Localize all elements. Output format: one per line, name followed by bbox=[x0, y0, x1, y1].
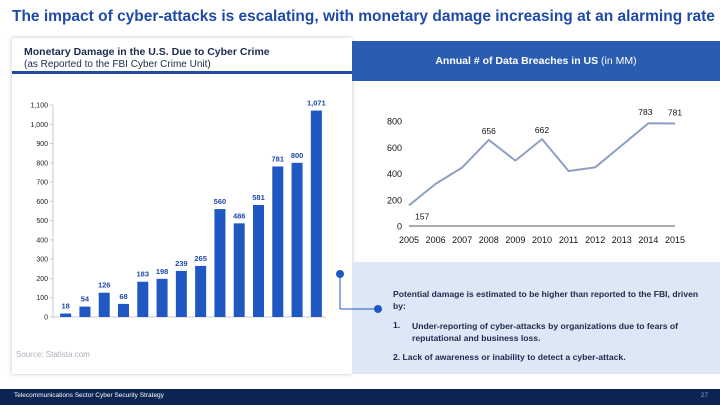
connector-dot-top bbox=[336, 270, 344, 278]
bar bbox=[253, 205, 264, 317]
line-y-tick-label: 0 bbox=[397, 222, 402, 232]
bar-data-label: 18 bbox=[61, 302, 69, 311]
slide-title: The impact of cyber-attacks is escalatin… bbox=[12, 8, 715, 25]
bar bbox=[175, 270, 187, 317]
line-y-tick-label: 200 bbox=[387, 195, 402, 205]
bar bbox=[272, 166, 284, 317]
bar-data-label: 183 bbox=[137, 270, 150, 279]
bar-y-tick-label: 100 bbox=[36, 295, 48, 302]
line-x-tick-label: 2015 bbox=[665, 235, 685, 245]
line-x-tick-label: 2006 bbox=[426, 235, 446, 245]
bar bbox=[98, 292, 110, 317]
bar-y-tick-label: 1,100 bbox=[30, 103, 48, 110]
bar-chart-title: Monetary Damage in the U.S. Due to Cyber… bbox=[24, 46, 270, 58]
source-note: Source: Statista.com bbox=[16, 350, 90, 359]
line-point-label: 781 bbox=[668, 107, 682, 117]
bar bbox=[60, 313, 72, 317]
line-x-tick-label: 2013 bbox=[612, 235, 632, 245]
bar bbox=[156, 278, 168, 317]
bar bbox=[291, 162, 303, 317]
bar-data-label: 800 bbox=[291, 151, 304, 160]
bar bbox=[214, 209, 226, 317]
line-y-tick-label: 400 bbox=[387, 169, 402, 179]
line-x-tick-label: 2008 bbox=[479, 235, 499, 245]
bar-y-tick-label: 500 bbox=[36, 218, 48, 225]
bar bbox=[233, 223, 245, 317]
bar-data-label: 198 bbox=[156, 267, 169, 276]
bar-data-label: 781 bbox=[272, 154, 285, 163]
bar-y-tick-label: 600 bbox=[36, 199, 48, 206]
note-box bbox=[352, 262, 720, 374]
bar-data-label: 486 bbox=[233, 211, 246, 220]
bar-y-tick-label: 800 bbox=[36, 160, 48, 167]
bar-data-label: 239 bbox=[175, 259, 188, 268]
line-x-tick-label: 2014 bbox=[638, 235, 658, 245]
line-x-tick-label: 2007 bbox=[452, 235, 472, 245]
line-x-tick-label: 2011 bbox=[559, 235, 578, 245]
line-y-tick-label: 600 bbox=[387, 143, 402, 153]
line-chart-title: Annual # of Data Breaches in US (in MM) bbox=[352, 55, 720, 67]
bar-data-label: 581 bbox=[252, 193, 265, 202]
note-point-1: Under-reporting of cyber-attacks by orga… bbox=[412, 321, 678, 343]
monetary-damage-header: Monetary Damage in the U.S. Due to Cyber… bbox=[12, 38, 352, 74]
line-x-tick-label: 2009 bbox=[505, 235, 525, 245]
line-x-tick-label: 2005 bbox=[399, 235, 419, 245]
bar-y-tick-label: 0 bbox=[44, 315, 48, 322]
bar-chart-subtitle: (as Reported to the FBI Cyber Crime Unit… bbox=[24, 59, 211, 70]
bar-y-tick-label: 200 bbox=[36, 276, 48, 283]
bar bbox=[310, 110, 322, 318]
connector-dot-end bbox=[374, 305, 382, 313]
note-point-1-number: 1. bbox=[393, 320, 401, 330]
bar bbox=[79, 306, 91, 317]
bar-y-tick-label: 700 bbox=[36, 180, 48, 187]
bar bbox=[195, 265, 207, 317]
footer-bar: Telecommunications Sector Cyber Security… bbox=[0, 389, 720, 405]
line-point-label: 783 bbox=[638, 107, 652, 117]
bar-y-tick-label: 400 bbox=[36, 237, 48, 244]
bar-data-label: 54 bbox=[81, 295, 90, 304]
line-point-label: 662 bbox=[535, 125, 549, 135]
bar bbox=[137, 281, 149, 317]
bar-y-tick-label: 900 bbox=[36, 141, 48, 148]
line-point-label: 157 bbox=[415, 211, 429, 221]
bar-y-tick-label: 1,000 bbox=[30, 122, 48, 129]
line-chart-title-bold: Annual # of Data Breaches in US bbox=[435, 55, 599, 67]
bar-data-label: 560 bbox=[214, 197, 227, 206]
bar-data-label: 126 bbox=[98, 281, 111, 290]
bar-data-label: 265 bbox=[194, 254, 207, 263]
line-x-tick-label: 2010 bbox=[532, 235, 552, 245]
line-y-tick-label: 800 bbox=[387, 117, 402, 127]
line-point-label: 656 bbox=[482, 126, 496, 136]
bar-data-label: 68 bbox=[119, 292, 127, 301]
bar bbox=[118, 303, 129, 317]
footer-text: Telecommunications Sector Cyber Security… bbox=[14, 392, 164, 399]
breaches-series-line bbox=[408, 122, 676, 207]
note-point-2: 2. Lack of awareness or inability to det… bbox=[393, 352, 626, 362]
data-breaches-header: Annual # of Data Breaches in US (in MM) bbox=[352, 41, 720, 81]
line-chart-title-unit: (in MM) bbox=[598, 55, 637, 67]
note-intro: Potential damage is estimated to be high… bbox=[393, 289, 699, 311]
line-x-tick-label: 2012 bbox=[585, 235, 605, 245]
bar-y-tick-label: 300 bbox=[36, 257, 48, 264]
bar-data-label: 1,071 bbox=[307, 99, 326, 108]
page-number: 27 bbox=[700, 392, 708, 399]
